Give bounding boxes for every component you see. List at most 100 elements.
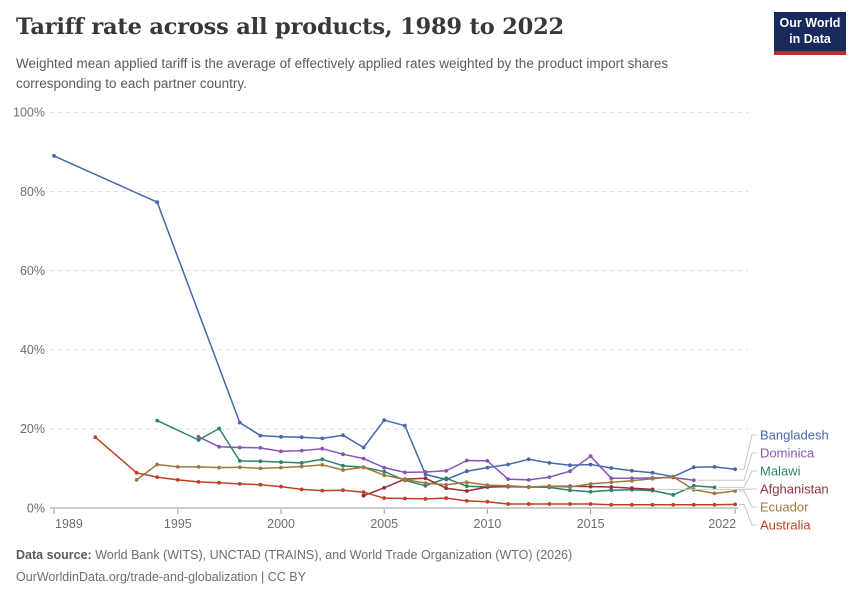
series-dominica — [196, 434, 696, 483]
chart-footer: Data source: World Bank (WITS), UNCTAD (… — [16, 545, 816, 589]
data-point — [671, 493, 676, 497]
data-point — [258, 482, 263, 487]
owid-logo-line1: Our World — [779, 16, 841, 30]
data-point — [237, 459, 242, 463]
data-point — [712, 491, 717, 496]
data-point — [279, 484, 283, 489]
data-point — [609, 502, 614, 507]
x-tick-label: 2000 — [267, 517, 295, 531]
data-point — [712, 465, 717, 469]
data-point — [588, 462, 593, 467]
data-point — [341, 488, 345, 493]
owid-logo[interactable]: Our World in Data — [774, 12, 846, 55]
data-point — [361, 445, 366, 450]
data-point — [691, 483, 696, 488]
x-tick-label: 2022 — [708, 517, 736, 531]
data-point — [134, 478, 139, 482]
data-point — [299, 487, 304, 492]
y-gridlines: 0% 20% 40% 60% 80% 100% — [13, 106, 748, 515]
data-point — [382, 465, 387, 470]
data-point — [155, 418, 160, 423]
data-point — [258, 433, 263, 438]
y-tick-label: 20% — [20, 422, 45, 436]
page-title: Tariff rate across all products, 1989 to… — [16, 14, 564, 40]
legend-connector — [739, 503, 757, 526]
data-point — [279, 434, 283, 439]
data-point — [609, 480, 614, 485]
data-point — [733, 489, 737, 493]
data-point — [547, 484, 552, 489]
data-point — [547, 475, 552, 479]
data-point — [444, 468, 449, 473]
data-point — [444, 482, 449, 487]
x-tick-label: 2010 — [474, 517, 502, 531]
data-point — [568, 488, 572, 493]
y-tick-label: 100% — [13, 106, 45, 120]
data-point — [196, 480, 201, 484]
legend-label-afghanistan[interactable]: Afghanistan — [760, 482, 829, 497]
data-point — [382, 418, 387, 423]
data-point — [361, 456, 366, 461]
data-point — [568, 469, 572, 474]
legend-label-bangladesh[interactable]: Bangladesh — [760, 428, 829, 443]
data-point — [134, 470, 139, 475]
x-tick-label: 1995 — [164, 517, 192, 531]
data-point — [588, 484, 593, 489]
data-point — [320, 463, 325, 467]
series-bangladesh — [52, 154, 737, 482]
data-point — [403, 470, 407, 475]
data-point — [423, 481, 428, 485]
data-point — [52, 154, 56, 158]
data-point — [423, 497, 428, 501]
series-line-bangladesh[interactable] — [53, 155, 736, 481]
data-point — [609, 485, 614, 489]
data-point — [506, 462, 510, 467]
legend-label-ecuador[interactable]: Ecuador — [760, 500, 809, 515]
data-point — [403, 423, 407, 428]
citation-line[interactable]: OurWorldinData.org/trade-and-globalizati… — [16, 569, 306, 584]
data-point — [361, 490, 366, 495]
data-point — [712, 485, 717, 490]
data-point — [650, 476, 655, 481]
data-point — [155, 475, 160, 479]
legend-label-australia[interactable]: Australia — [760, 518, 811, 533]
y-tick-label: 40% — [20, 343, 45, 357]
data-point — [588, 454, 593, 459]
data-point — [691, 502, 696, 507]
data-point — [506, 502, 510, 506]
data-point — [506, 477, 510, 481]
data-source-text: World Bank (WITS), UNCTAD (TRAINS), and … — [91, 548, 573, 562]
data-point — [423, 470, 428, 474]
data-point — [237, 482, 242, 486]
data-point — [630, 478, 634, 483]
legend: Bangladesh Dominica Malawi Afghanistan Ecuad… — [656, 428, 829, 533]
legend-connector — [697, 452, 757, 481]
data-point — [691, 465, 696, 470]
data-point — [423, 483, 428, 488]
legend-label-malawi[interactable]: Malawi — [760, 464, 801, 479]
data-point — [506, 483, 510, 488]
data-point — [341, 433, 345, 438]
data-point — [320, 457, 325, 462]
data-point — [217, 480, 222, 485]
legend-connector — [739, 434, 757, 470]
data-source-line: Data source: World Bank (WITS), UNCTAD (… — [16, 545, 816, 567]
data-point — [485, 483, 490, 487]
series-line-ecuador[interactable] — [136, 463, 736, 495]
data-point — [464, 484, 469, 489]
data-point — [382, 485, 387, 490]
data-point — [526, 478, 531, 482]
legend-label-dominica[interactable]: Dominica — [760, 446, 815, 461]
data-point — [175, 465, 180, 469]
tariff-line-chart: 0% 20% 40% 60% 80% 100% 1989 1995 2000 2005 2010 20… — [13, 106, 829, 533]
data-point — [237, 465, 242, 470]
owid-logo-line2: in Data — [789, 32, 831, 47]
series-line-dominica[interactable] — [198, 436, 694, 482]
data-point — [320, 488, 325, 493]
data-point — [196, 438, 201, 442]
data-point — [299, 461, 304, 465]
data-point — [671, 502, 676, 507]
data-point — [485, 465, 490, 470]
legend-connector — [739, 490, 757, 508]
